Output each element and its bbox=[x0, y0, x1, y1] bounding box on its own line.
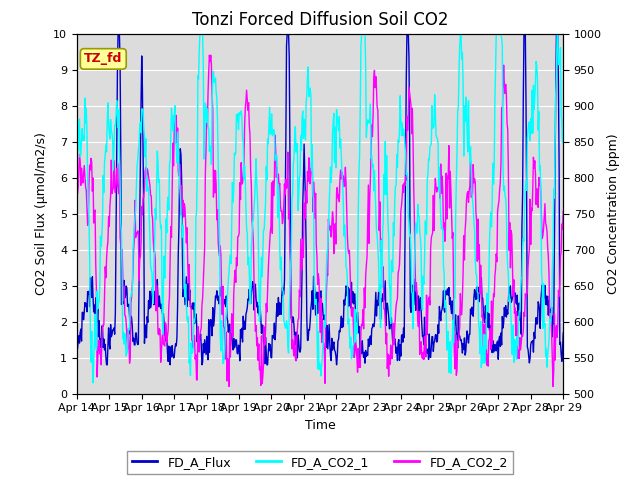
Title: Tonzi Forced Diffusion Soil CO2: Tonzi Forced Diffusion Soil CO2 bbox=[192, 11, 448, 29]
Text: TZ_fd: TZ_fd bbox=[84, 52, 122, 65]
Y-axis label: CO2 Soil Flux (μmol/m2/s): CO2 Soil Flux (μmol/m2/s) bbox=[35, 132, 47, 295]
Y-axis label: CO2 Concentration (ppm): CO2 Concentration (ppm) bbox=[607, 133, 620, 294]
Legend: FD_A_Flux, FD_A_CO2_1, FD_A_CO2_2: FD_A_Flux, FD_A_CO2_1, FD_A_CO2_2 bbox=[127, 451, 513, 474]
X-axis label: Time: Time bbox=[305, 419, 335, 432]
